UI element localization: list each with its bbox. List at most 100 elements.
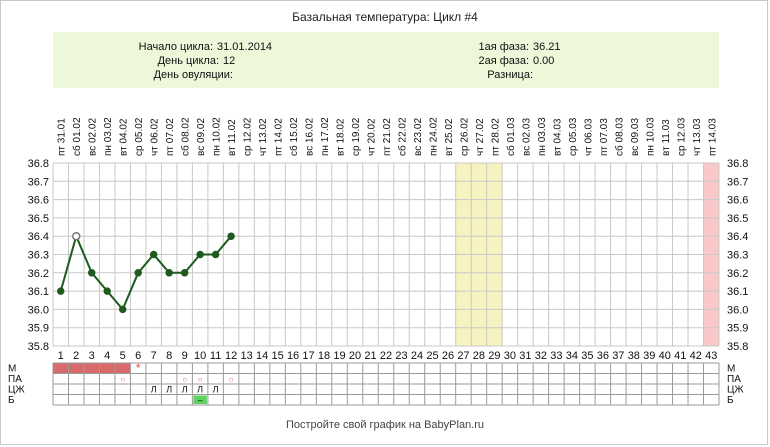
date-label: чт 13.02 <box>258 118 269 156</box>
x-tick-label: 13 <box>240 350 252 362</box>
date-label: ср 05.03 <box>568 117 579 156</box>
x-tick-label: 34 <box>566 350 578 362</box>
date-label: вт 04.02 <box>119 118 130 156</box>
date-label: вс 02.02 <box>88 118 99 156</box>
x-tick-label: 16 <box>287 350 299 362</box>
y-tick-label-right: 36.7 <box>727 176 748 188</box>
y-tick-label-left: 36.8 <box>28 158 49 170</box>
date-label: вс 09.02 <box>196 118 207 156</box>
phase2-label: 2ая фаза: <box>478 55 529 67</box>
x-tick-label: 2 <box>73 350 79 362</box>
y-tick-label-right: 36.3 <box>727 250 748 262</box>
date-label: чт 06.02 <box>150 118 161 156</box>
y-tick-label-left: 35.9 <box>28 323 49 335</box>
date-label: ср 19.02 <box>351 117 362 156</box>
date-label: пн 03.03 <box>537 117 548 156</box>
date-label: ср 12.02 <box>243 117 254 156</box>
y-tick-label-right: 36.8 <box>727 158 748 170</box>
x-tick-label: 21 <box>364 350 376 362</box>
cervical-marker-day-8: Л <box>166 385 172 395</box>
x-tick-label: 20 <box>349 350 361 362</box>
row-label-left: ПА <box>8 374 22 385</box>
intercourse-marker-day-12: ○ <box>229 375 234 384</box>
y-tick-label-right: 36.1 <box>727 286 748 298</box>
x-tick-label: 5 <box>120 350 126 362</box>
green-cell-day-10 <box>193 395 207 404</box>
x-tick-label: 25 <box>426 350 438 362</box>
x-tick-label: 22 <box>380 350 392 362</box>
row-label-left: ЦЖ <box>8 385 25 396</box>
green-marker-day-10: – <box>198 395 203 405</box>
temperature-point-day-12 <box>227 232 235 240</box>
temperature-point-day-1 <box>56 287 65 295</box>
y-tick-label-left: 36.5 <box>28 213 49 225</box>
row-label-left: Б <box>8 395 15 406</box>
temperature-point-day-9 <box>180 269 189 277</box>
menses-cell-day-2 <box>68 363 84 374</box>
ovulation-day-label: День овуляции: <box>153 69 233 81</box>
date-label: вс 23.02 <box>413 118 424 156</box>
x-tick-label: 11 <box>210 350 221 362</box>
cervical-marker-day-7: Л <box>151 385 157 395</box>
row-label-right: ЦЖ <box>727 385 744 396</box>
date-label: вт 18.02 <box>336 118 347 156</box>
cycle-start-value: 31.01.2014 <box>217 41 273 53</box>
menses-cell-day-5 <box>114 363 131 374</box>
y-tick-label-left: 35.8 <box>28 341 49 353</box>
date-label: вт 11.03 <box>661 119 672 156</box>
date-label: вс 16.02 <box>305 118 316 156</box>
x-tick-label: 37 <box>612 350 624 362</box>
x-tick-label: 41 <box>674 350 686 362</box>
date-label: пт 07.02 <box>165 118 176 156</box>
x-tick-label: 6 <box>135 350 141 362</box>
x-tick-label: 17 <box>302 350 314 362</box>
date-label: чт 20.02 <box>367 118 378 156</box>
temperature-point-day-2 <box>71 231 81 241</box>
star-marker-day-6: * <box>136 361 141 375</box>
x-tick-label: 32 <box>535 350 547 362</box>
x-tick-label: 8 <box>166 350 172 362</box>
row-label-right: ПА <box>727 374 741 385</box>
cycle-info-panel: Начало цикла: 31.01.2014 День цикла: 12 … <box>53 32 719 88</box>
x-tick-label: 26 <box>442 350 454 362</box>
temperature-point-day-10 <box>196 250 204 259</box>
date-label: пт 31.01 <box>57 118 68 156</box>
x-tick-label: 12 <box>225 350 237 362</box>
y-tick-label-left: 36.2 <box>28 268 49 280</box>
difference-label: Разница: <box>487 69 533 81</box>
date-label: пн 03.02 <box>103 117 114 156</box>
x-tick-label: 33 <box>550 350 562 362</box>
cycle-day-value: 12 <box>223 55 236 67</box>
x-tick-label: 36 <box>597 350 609 362</box>
date-label: сб 15.02 <box>288 117 300 156</box>
footer-link-text[interactable]: Постройте свой график на BabyPlan.ru <box>285 419 485 431</box>
y-tick-label-left: 36.7 <box>28 176 49 188</box>
date-label: сб 22.02 <box>396 117 408 156</box>
date-label: чт 27.02 <box>475 118 486 156</box>
phase1-value: 36.21 <box>533 41 561 53</box>
temperature-point-day-4 <box>103 287 111 295</box>
x-tick-label: 7 <box>151 350 157 362</box>
x-tick-label: 39 <box>643 350 655 362</box>
date-label: ср 05.02 <box>134 117 145 156</box>
x-tick-label: 29 <box>488 350 500 362</box>
phase1-label: 1ая фаза: <box>478 41 529 53</box>
x-tick-label: 30 <box>504 350 516 362</box>
row-label-right: М <box>727 364 735 375</box>
y-tick-label-left: 36.6 <box>28 195 49 207</box>
date-label: сб 08.03 <box>613 117 625 156</box>
y-tick-label-right: 36.0 <box>727 304 748 316</box>
date-label: пт 14.02 <box>274 118 285 156</box>
temperature-point-day-6 <box>134 269 142 277</box>
x-tick-label: 19 <box>333 350 345 362</box>
y-tick-label-left: 36.1 <box>28 286 49 298</box>
y-tick-label-left: 36.3 <box>28 250 49 262</box>
y-tick-label-right: 35.8 <box>727 341 748 353</box>
x-tick-label: 15 <box>271 350 283 362</box>
x-tick-label: 3 <box>89 350 95 362</box>
x-tick-label: 4 <box>104 350 110 362</box>
x-tick-label: 23 <box>395 350 407 362</box>
intercourse-marker-day-10: ○ <box>198 375 203 384</box>
y-tick-label-left: 36.0 <box>28 304 49 316</box>
x-tick-label: 28 <box>473 350 485 362</box>
